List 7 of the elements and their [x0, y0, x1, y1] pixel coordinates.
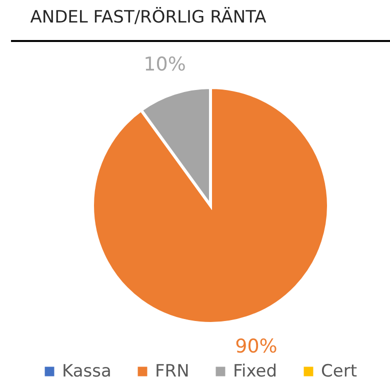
- legend-label: Cert: [321, 362, 358, 382]
- data-label: 90%: [235, 335, 278, 358]
- legend-label: FRN: [155, 362, 190, 382]
- legend-label: Kassa: [62, 362, 112, 382]
- legend-label: Fixed: [233, 362, 278, 382]
- data-label: 10%: [144, 54, 186, 76]
- chart-title: ANDEL FAST/RÖRLIG RÄNTA: [30, 6, 267, 28]
